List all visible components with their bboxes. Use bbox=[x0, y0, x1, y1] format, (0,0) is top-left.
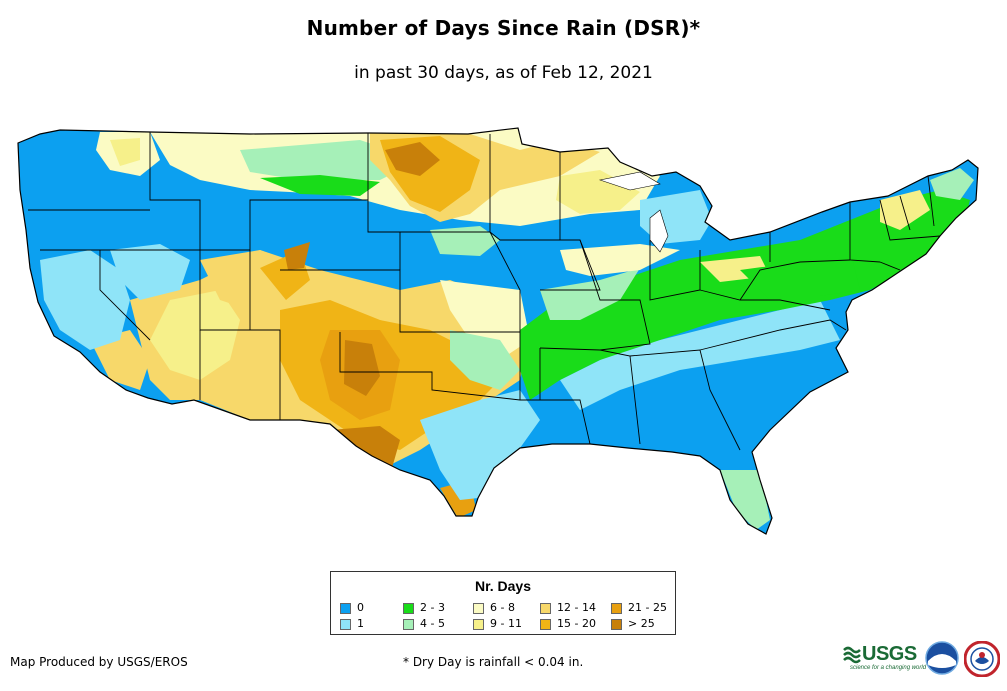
region-over-25-days bbox=[330, 426, 400, 468]
map-subtitle: in past 30 days, as of Feb 12, 2021 bbox=[354, 63, 653, 83]
region-2-3-days bbox=[740, 250, 860, 300]
legend: Nr. Days 0 1 2 - 3 4 - 5 6 - 8 9 - 11 12 - 14 1… bbox=[330, 571, 676, 635]
legend-label: 0 bbox=[357, 601, 364, 614]
legend-swatch bbox=[611, 619, 622, 630]
region-2-3-days bbox=[520, 190, 970, 400]
legend-swatch bbox=[403, 619, 414, 630]
nws-logo bbox=[964, 641, 1000, 677]
legend-label: 4 - 5 bbox=[420, 617, 445, 630]
region-1-day bbox=[110, 244, 190, 300]
lake-michigan bbox=[649, 209, 669, 253]
region-1-day bbox=[560, 300, 840, 410]
legend-swatch bbox=[340, 603, 351, 614]
usgs-logo: USGS science for a changing world bbox=[842, 643, 926, 672]
dry-day-footnote: * Dry Day is rainfall < 0.04 in. bbox=[403, 655, 584, 669]
legend-swatch bbox=[473, 603, 484, 614]
region-9-11-days bbox=[150, 290, 240, 380]
region-4-5-days bbox=[930, 168, 974, 200]
us-outline bbox=[17, 127, 979, 535]
region-2-3-days bbox=[260, 175, 380, 196]
map-credit: Map Produced by USGS/EROS bbox=[10, 655, 188, 669]
region-over-25-days bbox=[385, 142, 440, 176]
legend-swatch bbox=[403, 603, 414, 614]
usgs-wordmark: USGS bbox=[862, 643, 917, 665]
legend-swatch bbox=[540, 619, 551, 630]
legend-label: 21 - 25 bbox=[628, 601, 667, 614]
region-1-day bbox=[40, 250, 130, 350]
legend-label: 1 bbox=[357, 617, 364, 630]
legend-swatch bbox=[540, 603, 551, 614]
region-4-5-days bbox=[720, 470, 770, 530]
legend-swatch bbox=[473, 619, 484, 630]
agency-logos: USGS science for a changing world bbox=[842, 640, 1002, 680]
usgs-wave-icon bbox=[843, 646, 861, 664]
region-4-5-days bbox=[430, 226, 500, 256]
legend-title: Nr. Days bbox=[474, 578, 532, 594]
region-4-5-days bbox=[450, 330, 520, 390]
region-over-25-days bbox=[344, 340, 380, 396]
legend-label: 12 - 14 bbox=[557, 601, 596, 614]
legend-swatch bbox=[340, 619, 351, 630]
noaa-logo bbox=[925, 641, 959, 675]
usgs-tagline: science for a changing world bbox=[850, 665, 927, 671]
legend-label: 9 - 11 bbox=[490, 617, 522, 630]
legend-label: 15 - 20 bbox=[557, 617, 596, 630]
legend-label: > 25 bbox=[628, 617, 655, 630]
legend-swatch bbox=[611, 603, 622, 614]
map-title: Number of Days Since Rain (DSR)* bbox=[306, 16, 701, 40]
region-9-11-days bbox=[110, 138, 140, 166]
lake-superior bbox=[598, 171, 661, 191]
region-6-8-days bbox=[440, 280, 530, 360]
region-over-25-days bbox=[284, 242, 310, 270]
legend-label: 6 - 8 bbox=[490, 601, 515, 614]
region-9-11-days bbox=[880, 190, 930, 230]
region-4-5-days bbox=[540, 268, 640, 320]
legend-label: 2 - 3 bbox=[420, 601, 445, 614]
region-1-day bbox=[420, 390, 540, 500]
state-borders bbox=[17, 127, 979, 535]
